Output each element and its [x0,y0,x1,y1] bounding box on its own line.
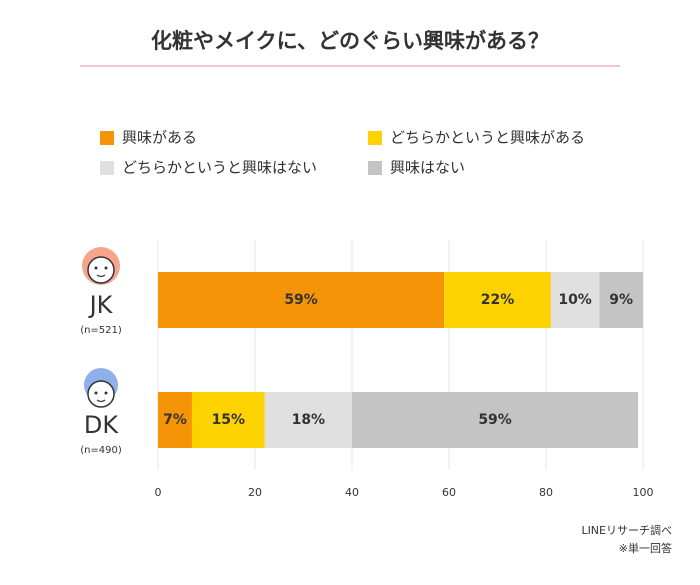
x-tick-label: 80 [539,486,553,499]
value-label: 9% [609,292,633,308]
value-label: 59% [478,412,512,428]
value-label: 15% [212,412,246,428]
answer-note: ※単一回答 [619,541,672,555]
bar-segment [264,392,352,448]
legend-swatch [368,161,382,175]
legend-label: どちらかというと興味はない [122,159,317,177]
legend-swatch [368,131,382,145]
x-tick-label: 40 [345,486,359,499]
sample-size: (n=490) [80,445,122,456]
bar-segment [444,272,551,328]
x-tick-label: 0 [155,486,162,499]
bar-segment [599,272,643,328]
value-label: 7% [163,412,187,428]
category-label: JK [88,291,114,319]
category-label: DK [84,411,119,439]
bar-segment [158,392,192,448]
x-tick-label: 100 [633,486,654,499]
bar-segment [550,272,600,328]
bar-segment [158,272,445,328]
value-label: 22% [481,292,515,308]
source-note: LINEリサーチ調べ [581,523,672,537]
legend-label: 興味はない [390,159,465,177]
jk-icon [82,247,120,285]
x-tick-label: 60 [442,486,456,499]
legend-label: どちらかというと興味がある [390,129,585,147]
x-tick-label: 20 [248,486,262,499]
bar-segment [191,392,265,448]
value-label: 10% [558,292,592,308]
chart-title: 化粧やメイクに、どのぐらい興味がある？ [151,29,549,53]
legend-swatch [100,131,114,145]
bar-segment [352,392,639,448]
sample-size: (n=521) [80,325,122,336]
dk-icon [84,368,118,408]
legend-label: 興味がある [122,129,197,147]
value-label: 59% [284,292,318,308]
value-label: 18% [292,412,326,428]
legend-swatch [100,161,114,175]
